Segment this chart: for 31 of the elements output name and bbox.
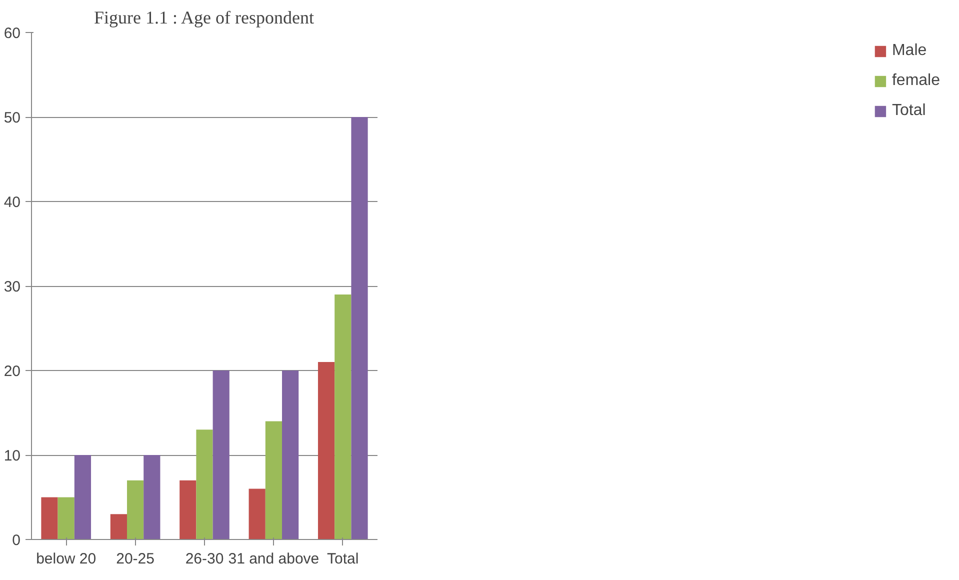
x-tick-label: 26-30 (185, 550, 224, 568)
y-tick-label: 40 (4, 194, 21, 211)
x-tick-label: 31 and above (228, 550, 320, 568)
chart-title: Figure 1.1 : Age of respondent (94, 8, 314, 28)
bar (248, 488, 266, 540)
bar (41, 497, 58, 540)
bar (126, 480, 144, 540)
bar (196, 430, 213, 540)
legend-label: Total (892, 102, 926, 120)
bar (144, 455, 160, 540)
y-tick-label: 50 (4, 110, 21, 126)
x-tick-label: below 20 (36, 550, 96, 568)
bar (282, 370, 299, 540)
bar (58, 497, 74, 540)
x-tick-label: 20-25 (116, 550, 154, 568)
bar (110, 514, 127, 540)
legend-label: Male (892, 42, 927, 60)
bar (318, 362, 335, 540)
y-tick-label: 20 (4, 363, 21, 380)
bar (265, 421, 282, 540)
bar (74, 455, 92, 540)
bar (180, 480, 196, 540)
y-tick-label: 10 (4, 448, 21, 464)
x-tick-label: Total (327, 550, 359, 568)
bar (351, 117, 368, 540)
y-tick-label: 30 (4, 278, 21, 296)
y-tick-label: 0 (12, 532, 20, 549)
legend-label: female (892, 72, 940, 90)
y-tick-label: 60 (4, 25, 21, 42)
bar (334, 294, 352, 540)
bar (212, 370, 230, 540)
